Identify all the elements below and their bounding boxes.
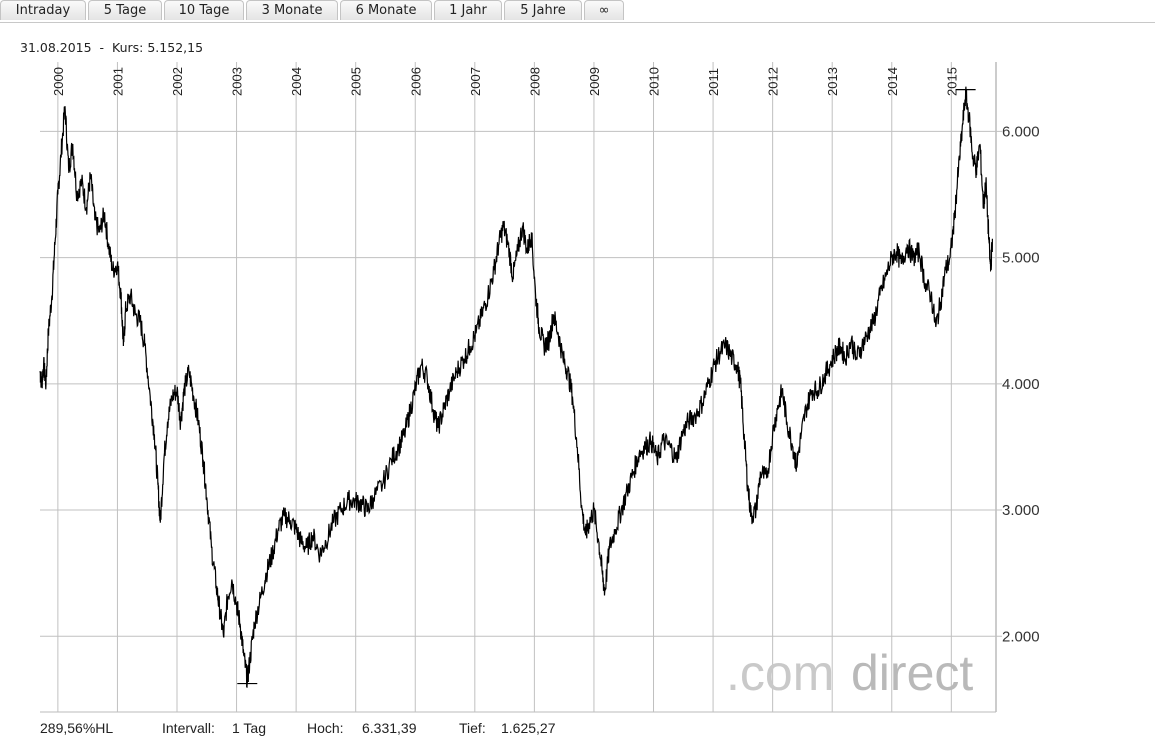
tab-5-tage[interactable]: 5 Tage bbox=[88, 0, 162, 20]
x-tick-label: 2006 bbox=[408, 67, 423, 96]
quote-separator: - bbox=[99, 40, 105, 55]
y-axis-ticks: 2.000 3.000 4.000 5.000 6.000 bbox=[1002, 123, 1040, 645]
x-tick-label: 2010 bbox=[647, 67, 662, 96]
x-tick-label: 2014 bbox=[885, 67, 900, 96]
footer-high-label: Hoch: bbox=[307, 720, 344, 736]
x-tick-label: 2012 bbox=[766, 67, 781, 96]
extreme-markers bbox=[237, 88, 976, 685]
x-tick-label: 2008 bbox=[527, 67, 542, 96]
tab-10-tage[interactable]: 10 Tage bbox=[164, 0, 244, 20]
tab-3-monate[interactable]: 3 Monate bbox=[246, 0, 338, 20]
footer-low-value: 1.625,27 bbox=[501, 720, 556, 736]
x-tick-label: 2015 bbox=[944, 67, 959, 96]
watermark-com: .com bbox=[726, 645, 834, 701]
price-line bbox=[39, 86, 993, 688]
tab-intraday[interactable]: Intraday bbox=[0, 0, 86, 20]
quote-value: 5.152,15 bbox=[147, 40, 204, 55]
x-tick-label: 2002 bbox=[170, 67, 185, 96]
range-tabs: Intraday 5 Tage 10 Tage 3 Monate 6 Monat… bbox=[0, 0, 1155, 23]
footer-interval-label: Intervall: bbox=[162, 720, 215, 736]
y-tick-label: 2.000 bbox=[1002, 628, 1040, 645]
footer-scale: 289,56%HL bbox=[40, 720, 114, 736]
quote-date: 31.08.2015 bbox=[20, 40, 92, 55]
x-tick-label: 2004 bbox=[289, 67, 304, 96]
footer-high-value: 6.331,39 bbox=[362, 720, 417, 736]
tab-1-jahr[interactable]: 1 Jahr bbox=[434, 0, 502, 20]
x-tick-label: 2000 bbox=[51, 67, 66, 96]
y-tick-label: 5.000 bbox=[1002, 250, 1040, 267]
tab-max[interactable]: ∞ bbox=[584, 0, 624, 20]
tab-6-monate[interactable]: 6 Monate bbox=[340, 0, 432, 20]
y-tick-label: 4.000 bbox=[1002, 376, 1040, 393]
footer-interval-value: 1 Tag bbox=[232, 720, 266, 736]
chart-grid bbox=[40, 62, 1002, 713]
y-tick-label: 6.000 bbox=[1002, 123, 1040, 140]
tab-5-jahre[interactable]: 5 Jahre bbox=[504, 0, 582, 20]
x-tick-label: 2007 bbox=[468, 67, 483, 96]
x-tick-label: 2001 bbox=[110, 67, 125, 96]
x-tick-label: 2009 bbox=[587, 67, 602, 96]
watermark-direct: direct bbox=[851, 645, 973, 701]
x-tick-label: 2003 bbox=[230, 67, 245, 96]
quote-label: Kurs: bbox=[112, 40, 144, 55]
x-tick-label: 2013 bbox=[825, 67, 840, 96]
x-axis-ticks: 2000 2001 2002 2003 2004 2005 2006 2007 2008 2009… bbox=[51, 67, 959, 96]
footer-low-label: Tief: bbox=[459, 720, 486, 736]
x-tick-label: 2005 bbox=[349, 67, 364, 96]
y-tick-label: 3.000 bbox=[1002, 502, 1040, 519]
quote-info: 31.08.2015 - Kurs: 5.152,15 bbox=[20, 40, 203, 55]
x-tick-label: 2011 bbox=[706, 68, 721, 96]
